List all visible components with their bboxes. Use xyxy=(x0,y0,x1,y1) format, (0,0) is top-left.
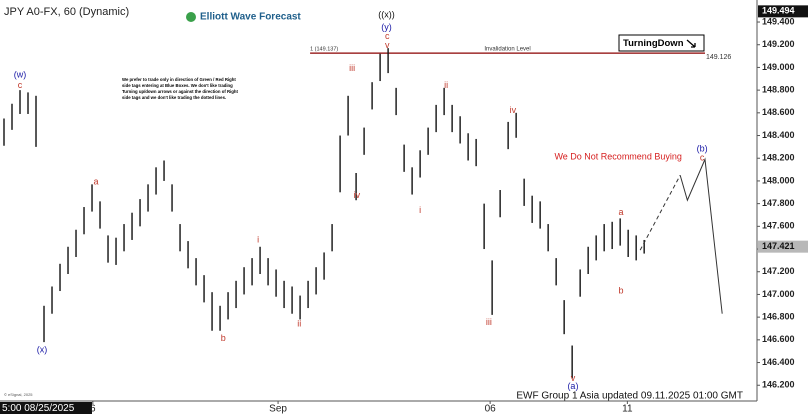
y-tick-label: 147.000 xyxy=(762,289,795,299)
wave-label: v xyxy=(385,40,390,50)
cursor-date-box xyxy=(0,402,92,414)
current-price-box xyxy=(758,240,808,253)
y-tick-label: 149.000 xyxy=(762,62,795,72)
y-tick-label: 148.400 xyxy=(762,130,795,140)
note-line: Turning up/down arrows or against the di… xyxy=(122,89,239,94)
y-tick-label: 146.400 xyxy=(762,357,795,367)
wave-label: (x) xyxy=(37,344,48,354)
wave-label: i xyxy=(419,205,421,215)
badge-arrow xyxy=(686,39,696,48)
current-price: 147.421 xyxy=(762,241,795,251)
projection-dashed xyxy=(639,175,681,251)
y-tick-label: 146.600 xyxy=(762,334,795,344)
wave-label: c xyxy=(700,153,705,163)
x-tick-label: Sep xyxy=(269,404,287,415)
note-line: side tags and we don't like trading the … xyxy=(122,95,226,100)
invalidation-label: Invalidation Level xyxy=(484,47,530,53)
y-tick-label: 147.800 xyxy=(762,198,795,208)
wave-label: b xyxy=(618,285,623,295)
wave-label: (a) xyxy=(567,381,578,391)
note: We prefer to trade only in direction of … xyxy=(122,77,239,100)
wave-label: (w) xyxy=(14,70,27,80)
x-tick-label: 11 xyxy=(622,404,633,415)
wave-label: We Do Not Recommend Buying xyxy=(554,151,681,161)
projection-line xyxy=(679,157,723,314)
wave-label: iii xyxy=(486,317,492,327)
y-tick-label: 147.600 xyxy=(762,221,795,231)
wave-label: c xyxy=(18,80,23,90)
wave-label: (b) xyxy=(697,144,708,154)
badge-box xyxy=(618,34,705,52)
wave-label: ii xyxy=(297,318,301,328)
wave-label: b xyxy=(221,333,226,343)
y-tick-label: 148.200 xyxy=(762,153,795,163)
wave-label: iii xyxy=(349,63,355,73)
wave-label: a xyxy=(94,176,99,186)
wave-label: i xyxy=(257,234,259,244)
chart-title: JPY A0-FX, 60 (Dynamic) xyxy=(4,6,129,18)
high-price: 149.494 xyxy=(762,6,795,16)
y-tick-label: 147.200 xyxy=(762,266,795,276)
invalidation-value: 149.126 xyxy=(706,54,731,61)
footer: EWF Group 1 Asia updated 09.11.2025 01:0… xyxy=(516,391,743,402)
badge: TurningDown xyxy=(623,38,684,49)
x-tick-label: 06 xyxy=(485,404,497,415)
y-tick-label: 148.600 xyxy=(762,107,795,117)
y-tick-label: 149.200 xyxy=(762,39,795,49)
y-tick-label: 146.800 xyxy=(762,312,795,322)
y-tick-label: 149.400 xyxy=(762,16,795,26)
wave-label: iv xyxy=(354,190,361,200)
wave-label: iv xyxy=(510,105,517,115)
wave-label: c xyxy=(385,31,390,41)
y-tick-label: 148.000 xyxy=(762,175,795,185)
brand: Elliott Wave Forecast xyxy=(200,12,301,23)
high-price-box xyxy=(758,5,808,18)
y-tick-label: 148.800 xyxy=(762,85,795,95)
cursor-date: 5:00 08/25/2025 xyxy=(2,403,75,414)
wave-label: (y) xyxy=(381,22,392,32)
invalidation-ref: 1 (149.137) xyxy=(310,47,338,53)
x-tick-label: 6 xyxy=(90,404,96,415)
note-line: side tags entering at Blue Boxes. We don… xyxy=(122,83,233,88)
wave-label: ((x)) xyxy=(378,10,395,20)
logo-icon xyxy=(186,12,196,22)
y-tick-label: 146.200 xyxy=(762,380,795,390)
note-line: We prefer to trade only in direction of … xyxy=(122,77,236,82)
wave-label: ii xyxy=(444,80,448,90)
wave-label: a xyxy=(618,207,623,217)
copyright: © eSignal, 2025 xyxy=(4,392,33,397)
wave-label: v xyxy=(571,373,576,383)
